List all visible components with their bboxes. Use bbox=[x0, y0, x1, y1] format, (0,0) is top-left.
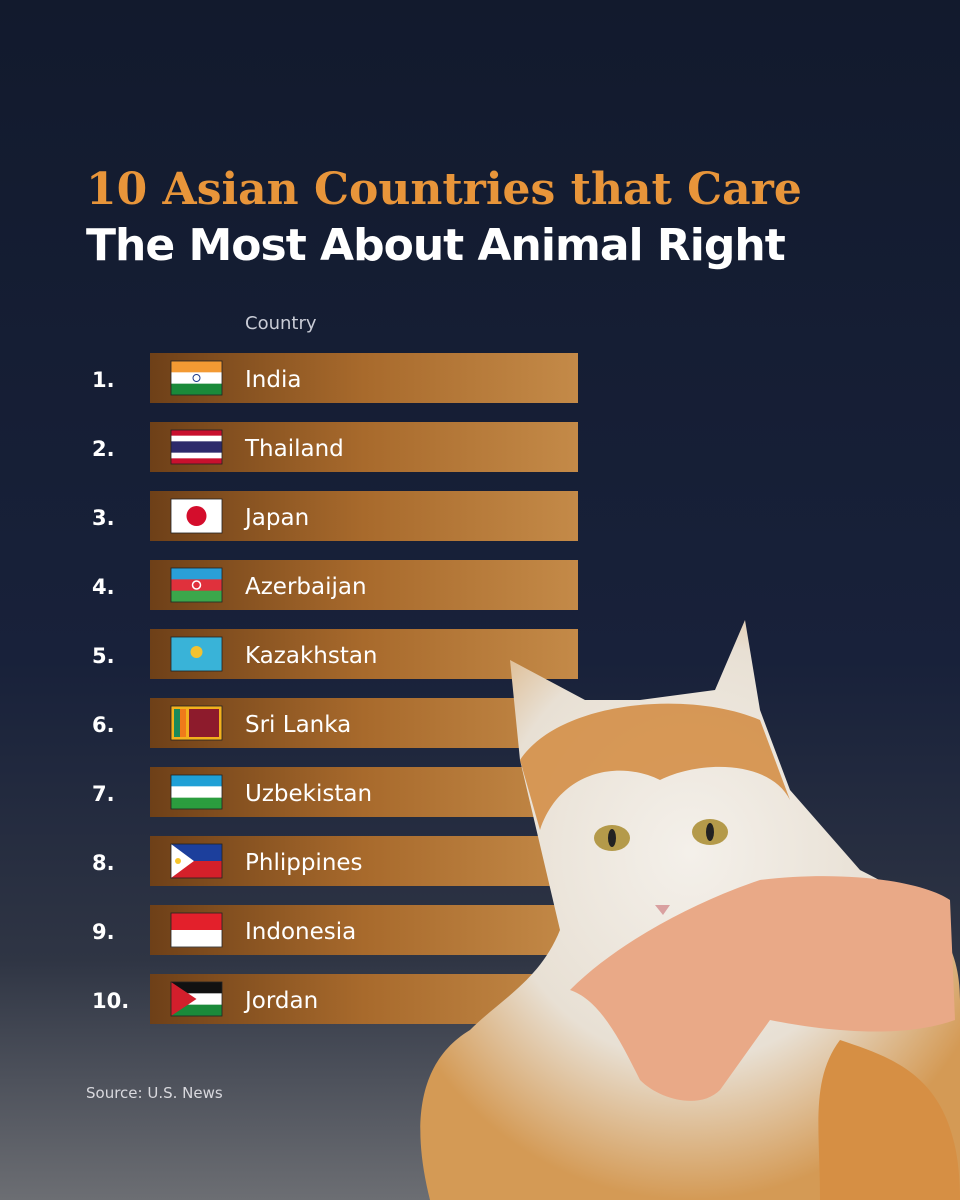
flag-stripe bbox=[171, 775, 222, 781]
flag-stripe bbox=[189, 709, 219, 737]
flag-border bbox=[170, 843, 223, 879]
row: 9. Indonesia bbox=[92, 905, 578, 955]
flag bbox=[170, 705, 223, 741]
flag-stripe bbox=[171, 792, 222, 798]
flag-stripe bbox=[171, 930, 222, 948]
flag bbox=[170, 429, 223, 465]
flag-border bbox=[170, 705, 223, 741]
flag-border bbox=[170, 360, 223, 396]
country-name: Jordan bbox=[243, 988, 318, 1014]
flag bbox=[170, 636, 223, 672]
row: 4. Azerbaijan bbox=[92, 560, 578, 610]
row: 2. Thailand bbox=[92, 422, 578, 472]
title-line2: The Most About Animal Right bbox=[86, 220, 786, 271]
cat-photo bbox=[420, 620, 960, 1200]
flag-stripe bbox=[171, 447, 222, 453]
flag-stripe bbox=[171, 786, 222, 793]
flag-stripe bbox=[171, 797, 222, 804]
flag-triangle bbox=[171, 982, 197, 1016]
rank: 6. bbox=[92, 713, 115, 737]
country-name: Azerbaijan bbox=[245, 574, 367, 600]
rank: 7. bbox=[92, 782, 115, 806]
flag-stripe bbox=[171, 361, 222, 373]
country-name: Sri Lanka bbox=[245, 712, 351, 738]
flag bbox=[170, 843, 223, 879]
flag-triangle bbox=[171, 844, 194, 878]
country-name: Kazakhstan bbox=[245, 643, 378, 669]
country-name: Phlippines bbox=[245, 850, 363, 876]
flag-stripe bbox=[171, 803, 222, 810]
flag-stripe bbox=[171, 780, 222, 787]
flag-border bbox=[170, 912, 223, 948]
rank: 1. bbox=[92, 368, 115, 392]
flag-stripe bbox=[171, 372, 222, 384]
flag-border bbox=[170, 636, 223, 672]
rank: 2. bbox=[92, 437, 115, 461]
title-line1: 10 Asian Countries that Care bbox=[86, 164, 802, 215]
flag-emblem bbox=[192, 374, 201, 382]
rank: 5. bbox=[92, 644, 115, 668]
flag-stripe bbox=[171, 430, 222, 436]
flag-stripe bbox=[171, 568, 222, 580]
flag-stripe bbox=[171, 1004, 222, 1017]
rank: 8. bbox=[92, 851, 115, 875]
row: 1. India bbox=[92, 353, 578, 403]
column-header: Country bbox=[245, 313, 317, 334]
flag-emblem bbox=[190, 646, 203, 658]
flag bbox=[170, 360, 223, 396]
flag-stripe bbox=[171, 579, 222, 591]
country-name: Uzbekistan bbox=[245, 781, 372, 807]
rank: 3. bbox=[92, 506, 115, 530]
rank: 9. bbox=[92, 920, 115, 944]
rank: 10. bbox=[92, 989, 129, 1013]
country-name: Japan bbox=[243, 505, 309, 531]
flag-stripe bbox=[171, 590, 222, 603]
rows: 1. India 2. Thailand 3. Japan 4. Azerbaijan 5. Ka… bbox=[92, 353, 578, 1024]
flag-stripe bbox=[171, 993, 222, 1005]
row: 8. Phlippines bbox=[92, 836, 578, 886]
country-name: India bbox=[245, 367, 301, 393]
row: 3. Japan bbox=[92, 491, 578, 541]
country-name: Indonesia bbox=[245, 919, 356, 945]
flag-stripe bbox=[171, 452, 222, 459]
country-name: Thailand bbox=[244, 436, 344, 462]
flag-border bbox=[170, 567, 223, 603]
flag-border bbox=[170, 429, 223, 465]
flag bbox=[170, 912, 223, 948]
rank: 4. bbox=[92, 575, 115, 599]
flag-stripe bbox=[180, 709, 186, 737]
flag-border bbox=[170, 498, 223, 534]
flag bbox=[170, 567, 223, 603]
flag-border bbox=[170, 774, 223, 810]
flag-stripe bbox=[171, 458, 222, 465]
flag-stripe bbox=[171, 441, 222, 448]
flag bbox=[170, 981, 223, 1017]
flag bbox=[170, 774, 223, 810]
flag-stripe bbox=[171, 435, 222, 442]
flag bbox=[170, 498, 223, 534]
row: 5. Kazakhstan bbox=[92, 629, 578, 679]
row: 7. Uzbekistan bbox=[92, 767, 578, 817]
flag-emblem bbox=[191, 580, 202, 590]
row: 6. Sri Lanka bbox=[92, 698, 578, 748]
flag-stripe bbox=[174, 709, 180, 737]
flag-emblem bbox=[175, 858, 181, 864]
flag-emblem bbox=[186, 506, 207, 526]
flag-stripe bbox=[171, 982, 222, 994]
flag-stripe bbox=[171, 383, 222, 396]
flag-border bbox=[170, 981, 223, 1017]
row: 10. Jordan bbox=[92, 974, 578, 1024]
flag-stripe bbox=[171, 913, 222, 931]
source: Source: U.S. News bbox=[86, 1084, 223, 1102]
